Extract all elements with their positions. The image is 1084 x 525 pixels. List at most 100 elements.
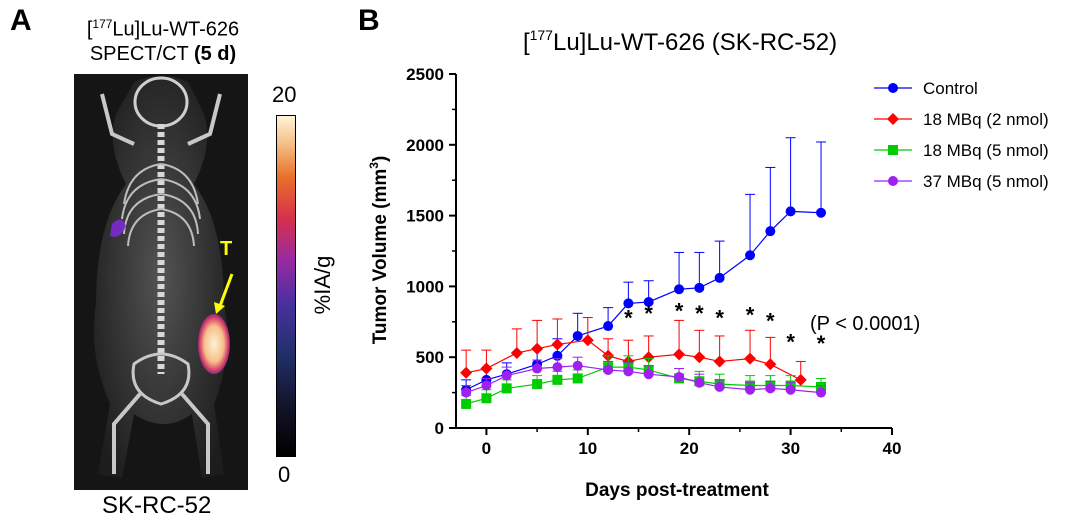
y-tick-label: 2000 xyxy=(406,136,444,155)
chart-title: [177Lu]Lu-WT-626 (SK-RC-52) xyxy=(523,27,837,56)
data-point xyxy=(713,355,726,368)
data-point xyxy=(551,338,564,351)
data-point xyxy=(531,342,544,355)
data-point xyxy=(765,383,776,394)
colorbar-min-label: 0 xyxy=(278,462,291,487)
significance-star: * xyxy=(766,308,775,333)
legend-label: Control xyxy=(923,79,978,98)
data-point xyxy=(744,352,757,365)
panel-a-title-line2: SPECT/CT (5 d) xyxy=(68,42,258,66)
significance-star: * xyxy=(746,303,755,328)
legend-label: 37 MBq (5 nmol) xyxy=(923,172,1049,191)
data-point xyxy=(693,351,706,364)
data-point xyxy=(673,348,686,361)
legend-item-4: 37 MBq (5 nmol) xyxy=(874,172,1049,191)
significance-star: * xyxy=(675,298,684,323)
forelimbs xyxy=(100,93,222,146)
data-point xyxy=(532,363,543,374)
legend-label: 18 MBq (5 nmol) xyxy=(923,141,1049,160)
data-point xyxy=(603,364,614,375)
spect-ct-image xyxy=(74,74,248,490)
panel-a-title-rest: Lu]Lu-WT-626 xyxy=(112,18,240,41)
colorbar xyxy=(276,115,296,457)
data-point xyxy=(572,373,583,384)
panel-a-title-modality: SPECT/CT xyxy=(89,42,189,65)
significance-star: * xyxy=(715,305,724,330)
data-point xyxy=(461,398,472,409)
data-point xyxy=(714,381,725,392)
panel-a-title: [177Lu]Lu-WT-626 SPECT/CT (5 d) xyxy=(68,12,258,66)
legend-marker xyxy=(887,113,899,125)
data-point xyxy=(674,372,685,383)
data-point xyxy=(642,351,655,364)
y-tick-label: 500 xyxy=(416,348,444,367)
data-point xyxy=(764,358,777,371)
data-point xyxy=(581,334,594,347)
legend-label: 18 MBq (2 nmol) xyxy=(923,110,1049,129)
data-point xyxy=(510,346,523,359)
panel-a-title-timepoint: (5 d) xyxy=(193,42,237,65)
x-tick-label: 10 xyxy=(578,439,597,458)
series-4 xyxy=(461,356,827,398)
data-point xyxy=(572,360,583,371)
data-point xyxy=(501,383,512,394)
x-axis-label: Days post-treatment xyxy=(585,480,769,501)
tumor-growth-chart: [177Lu]Lu-WT-626 (SK-RC-52) 0 500 1000 1500… xyxy=(367,27,1049,501)
data-point xyxy=(501,370,512,381)
p-value-annotation: (P < 0.0001) xyxy=(810,313,920,335)
kidney-uptake xyxy=(110,219,126,237)
tumor-arrow xyxy=(218,273,234,307)
legend-marker xyxy=(888,176,898,186)
significance-star: * xyxy=(786,330,795,355)
colorbar-axis-label: %IA/g xyxy=(310,255,335,315)
colorbar-max-label: 20 xyxy=(272,82,297,107)
panel-a-letter: A xyxy=(10,4,32,37)
data-point xyxy=(623,298,634,309)
data-point xyxy=(461,387,472,398)
data-point xyxy=(694,377,705,388)
hindlimbs xyxy=(112,392,210,474)
data-point xyxy=(745,384,756,395)
data-point xyxy=(480,362,493,375)
data-point xyxy=(603,321,614,332)
panel-a-title-sup: 177 xyxy=(92,17,113,31)
data-point xyxy=(765,226,776,237)
y-tick-label: 1000 xyxy=(406,277,444,296)
panel-a-caption: SK-RC-52 xyxy=(102,492,212,519)
significance-star: * xyxy=(817,331,826,356)
data-point xyxy=(816,207,827,218)
data-point xyxy=(623,366,634,377)
chart-series xyxy=(460,137,827,409)
panel-a-title-line1: [177Lu]Lu-WT-626 xyxy=(86,17,240,41)
data-point xyxy=(785,206,796,217)
data-point xyxy=(481,380,492,391)
legend-marker xyxy=(888,145,898,155)
data-point xyxy=(552,362,563,373)
data-point xyxy=(552,374,563,385)
legend-item-2: 18 MBq (2 nmol) xyxy=(874,110,1049,129)
legend-marker xyxy=(888,83,898,93)
pelvis xyxy=(131,352,191,406)
significance-star: * xyxy=(624,305,633,330)
data-point xyxy=(532,379,543,390)
data-point xyxy=(674,284,685,295)
y-axis-label: Tumor Volume (mm3) xyxy=(367,156,391,345)
x-tick-label: 40 xyxy=(883,439,902,458)
data-point xyxy=(714,272,725,283)
data-point xyxy=(816,387,827,398)
data-point xyxy=(643,369,654,380)
tumor-uptake xyxy=(198,314,230,374)
y-tick-label: 2500 xyxy=(406,65,444,84)
data-point xyxy=(460,366,473,379)
x-tick-label: 30 xyxy=(781,439,800,458)
data-point xyxy=(643,296,654,307)
chart-axes: 0 500 1000 1500 2000 2500 0 10 20 30 40 xyxy=(406,65,901,458)
data-point xyxy=(694,282,705,293)
data-point xyxy=(785,384,796,395)
series-line xyxy=(465,366,822,405)
significance-markers: * * * * * * * * * xyxy=(624,298,826,356)
tumor-label: T xyxy=(220,238,233,260)
significance-star: * xyxy=(695,301,704,326)
legend-item-1: Control xyxy=(874,79,978,98)
data-point xyxy=(794,373,807,386)
